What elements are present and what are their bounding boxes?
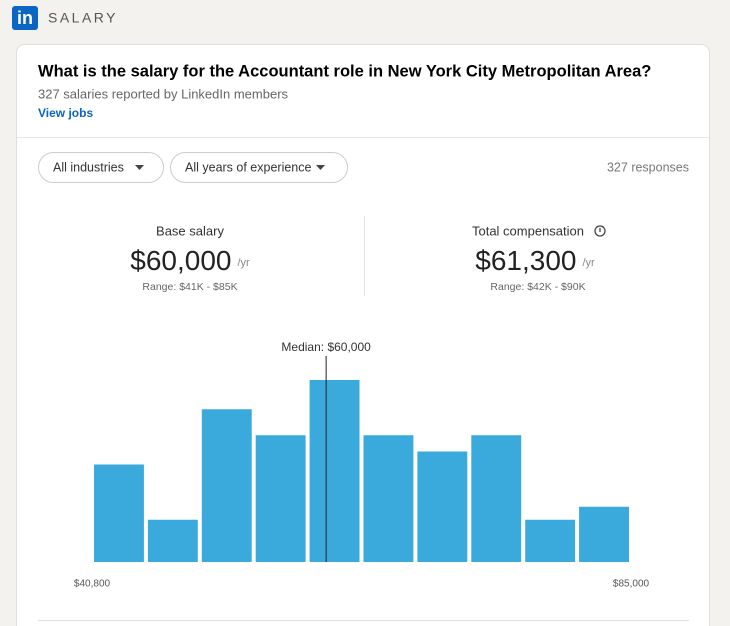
bar (94, 464, 144, 562)
dropdown-arrow[interactable] (316, 165, 325, 170)
logo-box[interactable] (12, 6, 38, 30)
x-tick-label: $85,000 (613, 579, 650, 590)
info-icon[interactable] (594, 225, 606, 237)
base-unit: /yr (237, 257, 250, 269)
base-range: Range: $41K - $85K (142, 281, 237, 293)
base-amount: $60,000 (130, 245, 231, 276)
bar (201, 409, 252, 562)
total-range: Range: $42K - $90K (490, 281, 585, 293)
bar (309, 380, 360, 562)
logo-text[interactable]: in (17, 8, 33, 28)
total-amount: $61,300 (475, 245, 576, 276)
filter-label[interactable]: All industries (53, 160, 124, 174)
bar (255, 435, 306, 562)
total-unit: /yr (582, 257, 595, 269)
filter-button[interactable] (38, 152, 164, 183)
x-tick-label: $40,800 (74, 579, 111, 590)
total-amount-line: $61,300/yr (475, 245, 595, 276)
base-amount-line: $60,000/yr (130, 245, 250, 276)
responses-count: 327 responses (607, 160, 689, 174)
view-jobs-link[interactable]: View jobs (38, 106, 93, 120)
dropdown-arrow[interactable] (135, 165, 144, 170)
card-title: What is the salary for the Accountant ro… (38, 62, 651, 80)
bar (525, 519, 576, 562)
bar (417, 451, 468, 562)
bar (579, 506, 629, 562)
filter-button[interactable] (170, 152, 348, 183)
bar (363, 435, 414, 562)
total-label: Total compensation (472, 223, 584, 238)
bar (471, 435, 522, 562)
header-title: SALARY (48, 10, 118, 26)
filter-label[interactable]: All years of experience (185, 160, 312, 174)
bar (147, 519, 198, 562)
base-label: Base salary (156, 223, 224, 238)
card (16, 44, 710, 626)
median-label: Median: $60,000 (281, 340, 371, 354)
card-subtitle: 327 salaries reported by LinkedIn member… (38, 86, 289, 101)
